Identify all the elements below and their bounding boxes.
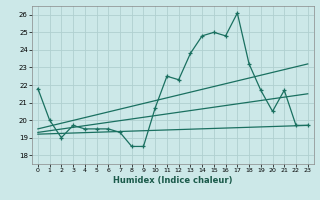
X-axis label: Humidex (Indice chaleur): Humidex (Indice chaleur) — [113, 176, 233, 185]
